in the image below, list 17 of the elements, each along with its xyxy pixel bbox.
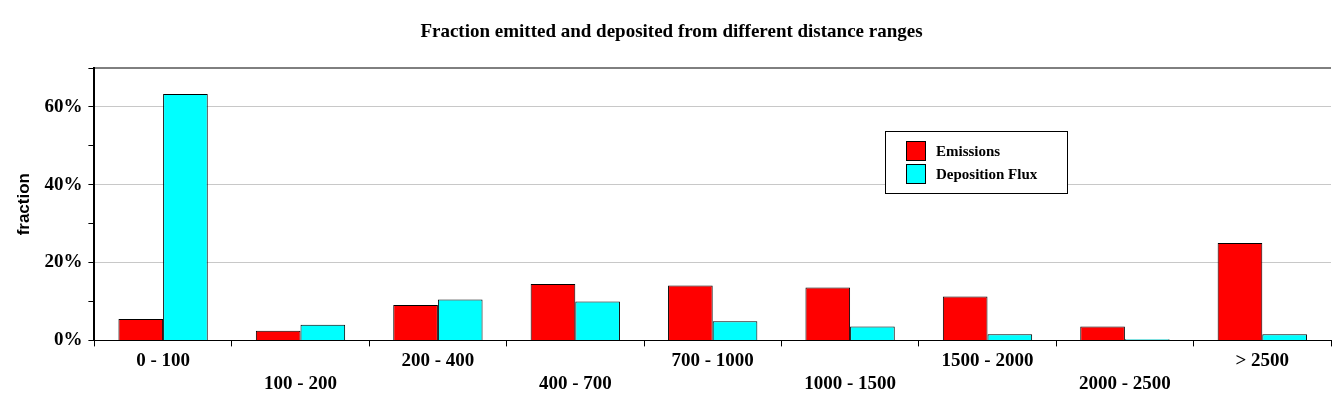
x-tick-label: 1500 - 2000 [941,348,1034,370]
x-tick-label: 200 - 400 [401,348,475,370]
x-tick-label: 0 - 100 [136,348,191,370]
y-axis-title: fraction [13,173,33,236]
y-tick-label: 40% [44,172,83,194]
x-tick-label: 400 - 700 [538,371,612,393]
y-tick-label: 60% [44,94,83,116]
x-tick-label: 2000 - 2500 [1078,371,1171,393]
y-tick-label: 20% [44,250,83,272]
chart-title: Fraction emitted and deposited from different distance ranges [419,20,924,42]
y-tick-label: 0% [53,328,83,350]
legend-label: Deposition Flux [936,165,1038,183]
legend-label: Emissions [936,142,1001,160]
x-tick-label: 100 - 200 [264,371,337,393]
x-tick-label: > 2500 [1235,348,1290,370]
x-tick-label: 1000 - 1500 [804,371,897,393]
x-tick-label: 700 - 1000 [671,348,754,370]
